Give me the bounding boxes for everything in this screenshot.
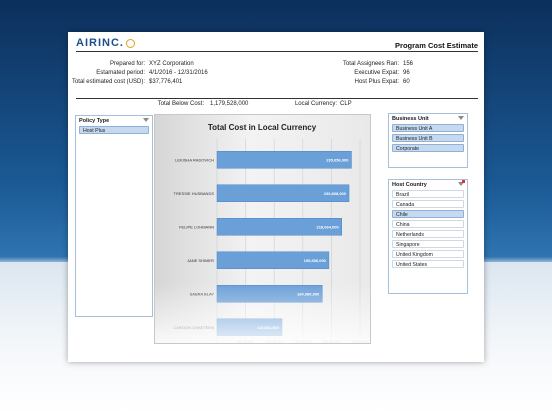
summary-right: Total Assignees Ran: 156 Executive Expat… [318,60,484,90]
bar-value-label: 235,056,000 [326,157,349,162]
chart-title: Total Cost in Local Currency [208,123,317,132]
report-sheet: AIRINC. Program Cost Estimate Prepared f… [68,32,484,362]
total-estimated-cost-label: Total estimated cost (USD): [71,78,145,85]
business-unit-option-corporate[interactable]: Corporate [392,144,464,152]
total-below-cost-label: Total Below Cost: [157,101,204,107]
estimated-period-value: 4/1/2016 - 12/31/2016 [149,69,208,76]
estimated-period-label: Estamated period: [96,69,145,76]
active-filter-icon[interactable] [458,180,465,186]
host-country-option-netherlands[interactable]: Netherlands [392,230,464,238]
business-unit-option-a[interactable]: Business Unit A [392,124,464,132]
total-estimated-cost-value: $37,776,401 [149,78,183,85]
bar[interactable] [216,218,342,236]
bar-value-label: 230,808,000 [324,191,347,196]
bar[interactable] [216,151,352,169]
policy-type-header: Policy Type [76,116,152,126]
host-plus-expat-value: 60 [403,78,410,85]
category-label: JANE SHIMER [187,258,214,263]
host-country-option-united-kingdom[interactable]: United Kingdom [392,250,464,258]
logo-ring-icon [125,38,135,48]
bar[interactable] [216,251,330,269]
host-country-option-chile[interactable]: Chile [392,210,464,218]
totals-row: Total Below Cost: 1,179,528,000 Local Cu… [68,100,484,110]
summary-left: Prepared for: XYZ Corporation Estamated … [68,60,268,90]
business-unit-option-b[interactable]: Business Unit B [392,134,464,142]
host-country-option-singapore[interactable]: Singapore [392,240,464,248]
total-assignees-value: 156 [403,61,414,67]
chart-fade-overlay [155,283,370,343]
local-currency-label: Local Currency: [294,101,337,107]
title-divider [76,51,478,52]
summary-divider [76,98,478,99]
business-unit-slicer: Business Unit Business Unit A Business U… [388,113,468,168]
prepared-for-label: Prepared for: [109,61,145,67]
clear-filter-icon[interactable] [143,118,149,122]
host-country-slicer: Host Country Brazil Canada Chile China N… [388,179,468,294]
executive-expat-value: 96 [403,69,410,76]
report-title: Program Cost Estimate [395,41,478,50]
bar-value-label: 218,064,000 [316,224,339,229]
host-country-option-canada[interactable]: Canada [392,200,464,208]
host-country-header: Host Country [389,180,467,190]
category-label: LEKISHA RADOVICH [175,157,214,162]
clear-filter-icon[interactable] [458,116,464,120]
prepared-for-value: XYZ Corporation [149,61,194,67]
host-country-option-brazil[interactable]: Brazil [392,190,464,198]
host-country-title: Host Country [392,182,427,188]
category-label: TRESSIE HUSBANDS [174,191,215,196]
business-unit-header: Business Unit [389,114,467,124]
executive-expat-label: Executive Expat: [354,69,399,76]
policy-type-title: Policy Type [79,118,110,124]
total-assignees-label: Total Assignees Ran: [342,61,399,67]
bar[interactable] [216,184,350,202]
airinc-logo: AIRINC. [76,37,135,49]
logo-text: AIRINC. [76,37,124,49]
host-country-option-china[interactable]: China [392,220,464,228]
category-label: FELIPE LOHMANN [179,224,214,229]
host-plus-expat-label: Host Plus Expat: [354,78,399,85]
host-country-option-united-states[interactable]: United States [392,260,464,268]
cost-chart: Total Cost in Local Currency 235,056,000… [154,114,371,344]
policy-type-slicer: Policy Type Host Plus [75,115,153,317]
total-below-cost-value: 1,179,528,000 [210,101,249,107]
policy-type-option[interactable]: Host Plus [79,126,149,134]
local-currency-value: CLP [340,101,352,107]
business-unit-title: Business Unit [392,116,429,122]
bar-value-label: 195,656,000 [304,258,327,263]
